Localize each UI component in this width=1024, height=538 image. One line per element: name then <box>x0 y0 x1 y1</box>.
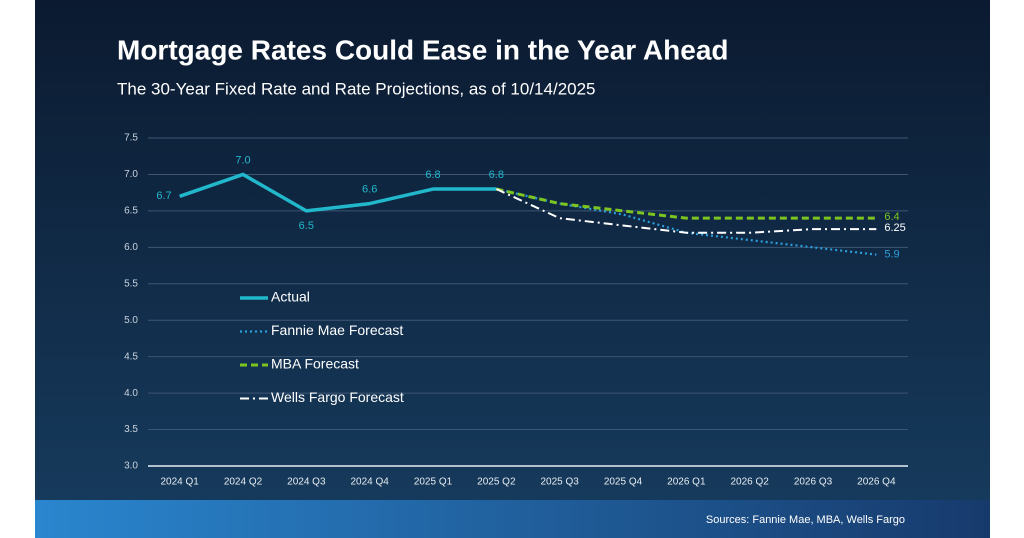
y-tick-label: 7.5 <box>124 133 138 144</box>
legend-label: MBA Forecast <box>271 356 359 372</box>
x-tick-label: 2024 Q4 <box>350 477 389 488</box>
y-tick-label: 4.0 <box>124 388 138 399</box>
series-line <box>495 187 877 220</box>
chart-subtitle: The 30-Year Fixed Rate and Rate Projecti… <box>117 79 596 98</box>
panel <box>35 0 990 500</box>
y-tick-label: 5.5 <box>124 278 138 289</box>
legend-label: Fannie Mae Forecast <box>271 322 403 338</box>
data-label: 6.6 <box>362 184 377 196</box>
series-line <box>495 188 877 234</box>
x-tick-label: 2024 Q2 <box>224 477 263 488</box>
legend-label: Actual <box>271 289 310 305</box>
data-label: 6.7 <box>156 190 171 202</box>
y-tick-label: 3.0 <box>124 461 138 472</box>
data-label: 6.5 <box>299 220 314 232</box>
y-tick-label: 6.0 <box>124 242 138 253</box>
x-tick-label: 2024 Q3 <box>287 477 326 488</box>
source-note: Sources: Fannie Mae, MBA, Wells Fargo <box>706 514 905 526</box>
data-label: 5.9 <box>884 249 899 261</box>
x-tick-label: 2026 Q4 <box>857 477 896 488</box>
data-label: 6.8 <box>489 169 504 181</box>
data-label: 6.8 <box>425 169 440 181</box>
x-tick-label: 2025 Q4 <box>604 477 643 488</box>
data-label: 6.25 <box>884 222 905 234</box>
legend-label: Wells Fargo Forecast <box>271 389 404 405</box>
y-tick-label: 5.0 <box>124 315 138 326</box>
y-tick-label: 6.5 <box>124 206 138 217</box>
y-tick-label: 3.5 <box>124 424 138 435</box>
y-tick-label: 7.0 <box>124 169 138 180</box>
y-tick-label: 4.5 <box>124 351 138 362</box>
x-tick-label: 2026 Q3 <box>794 477 833 488</box>
x-tick-label: 2026 Q2 <box>730 477 769 488</box>
series-line <box>179 172 497 213</box>
x-tick-label: 2026 Q1 <box>667 477 706 488</box>
x-tick-label: 2025 Q2 <box>477 477 516 488</box>
data-label: 7.0 <box>235 154 250 166</box>
footer-bar <box>35 500 990 538</box>
data-label: 6.4 <box>884 211 899 223</box>
x-tick-label: 2024 Q1 <box>160 477 199 488</box>
x-tick-label: 2025 Q1 <box>414 477 453 488</box>
chart-title: Mortgage Rates Could Ease in the Year Ah… <box>117 34 729 65</box>
x-tick-label: 2025 Q3 <box>540 477 579 488</box>
